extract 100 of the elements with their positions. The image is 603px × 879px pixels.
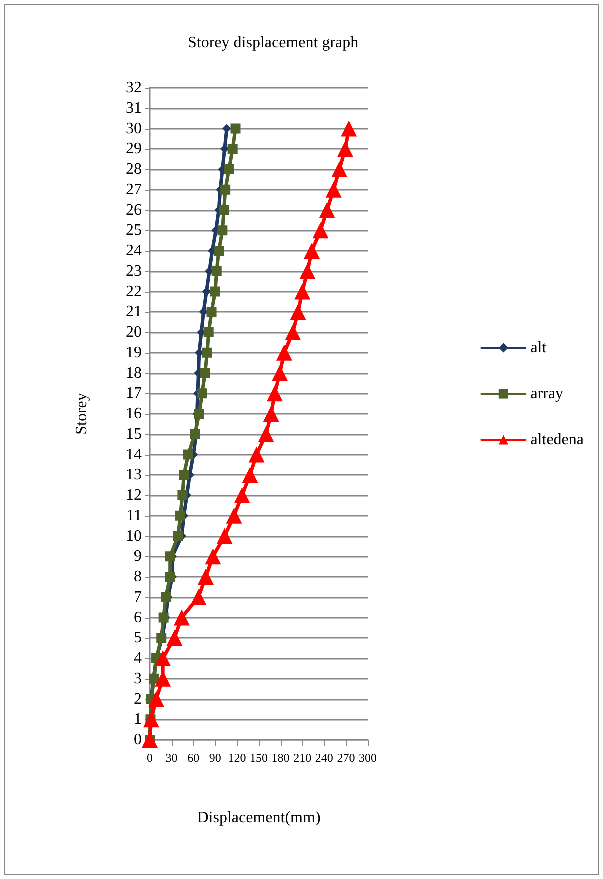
x-tick-label: 150 [250,751,268,765]
y-tick-label: 8 [134,568,142,586]
point [230,124,241,134]
x-tick-label: 300 [359,751,377,765]
legend-label: alt [530,340,548,356]
point [220,184,231,195]
point [204,328,214,338]
y-tick-label: 29 [126,140,142,158]
y-tick-label: 22 [126,283,142,300]
point [304,243,320,259]
y-tick-label: 3 [134,670,142,688]
x-axis-title: Displacement(mm) [197,810,321,826]
legend-label: altedena [530,432,584,448]
y-tick-label: 17 [126,385,142,402]
point [200,368,210,378]
point [166,630,183,646]
legend-label: array [530,386,564,402]
point [212,266,222,276]
point [155,650,172,666]
point [179,470,190,480]
point [202,348,212,358]
x-tick-label: 240 [315,751,334,765]
point [219,205,230,216]
y-tick-label: 0 [134,732,142,748]
point [174,610,190,626]
point [184,450,194,460]
y-tick-label: 13 [126,466,142,484]
y-tick-label: 23 [126,262,142,280]
y-tick-label: 1 [134,711,142,728]
y-tick-label: 2 [134,690,142,708]
y-tick-label: 7 [134,588,142,606]
y-tick-label: 11 [126,507,142,524]
y-tick-label: 28 [126,161,142,178]
point [222,124,232,134]
point [266,386,283,402]
y-tick-label: 4 [134,650,142,667]
point [234,488,250,504]
y-tick-label: 26 [126,202,142,219]
point [190,589,207,606]
y-tick-label: 27 [126,181,142,198]
x-tick-label: 120 [228,751,246,765]
y-tick-label: 18 [126,364,142,382]
point [276,344,292,361]
y-tick-label: 31 [126,100,142,117]
point [290,304,306,320]
point [272,365,288,382]
point [332,162,348,178]
y-axis-title: Storey [74,393,90,435]
x-tick-label: 30 [166,751,178,765]
point [143,712,160,728]
point [158,612,169,623]
point [218,226,228,236]
point [263,406,280,422]
y-tick-label: 10 [126,528,142,545]
point [294,284,311,300]
y-tick-label: 30 [126,120,142,138]
point [312,222,329,239]
x-tick-label: 0 [147,751,153,765]
y-tick-label: 6 [134,609,142,626]
point [224,164,234,174]
point [242,467,258,484]
point [210,286,220,297]
y-tick-label: 21 [126,304,142,321]
x-tick-label: 90 [209,751,222,765]
point [198,569,214,585]
point [226,508,242,524]
y-tick-label: 14 [126,446,142,464]
point [319,202,336,218]
point [228,144,238,154]
point [205,548,222,565]
point [197,388,208,399]
y-tick-label: 5 [134,630,142,647]
point [160,592,171,602]
y-tick-label: 25 [126,222,142,240]
point [258,426,274,442]
point [248,446,265,463]
point [165,552,176,562]
y-tick-label: 12 [126,487,142,504]
y-tick-label: 32 [126,80,142,96]
point [341,120,358,137]
point [178,490,188,500]
y-tick-label: 16 [126,406,142,422]
point [165,572,176,582]
x-tick-label: 60 [188,751,200,765]
y-tick-label: 9 [134,548,142,566]
x-tick-label: 180 [272,751,290,765]
x-tick-label: 210 [294,751,312,765]
point [214,246,224,256]
point [337,141,354,158]
y-tick-label: 24 [126,242,142,260]
point [285,324,302,340]
point [176,510,186,521]
x-tick-label: 270 [337,751,356,765]
point [206,307,217,318]
y-tick-label: 15 [126,426,142,443]
y-tick-label: 19 [126,344,142,362]
point [300,263,316,280]
y-tick-label: 20 [126,324,142,341]
chart-title: Storey displacement graph [188,34,359,52]
point [326,182,342,198]
